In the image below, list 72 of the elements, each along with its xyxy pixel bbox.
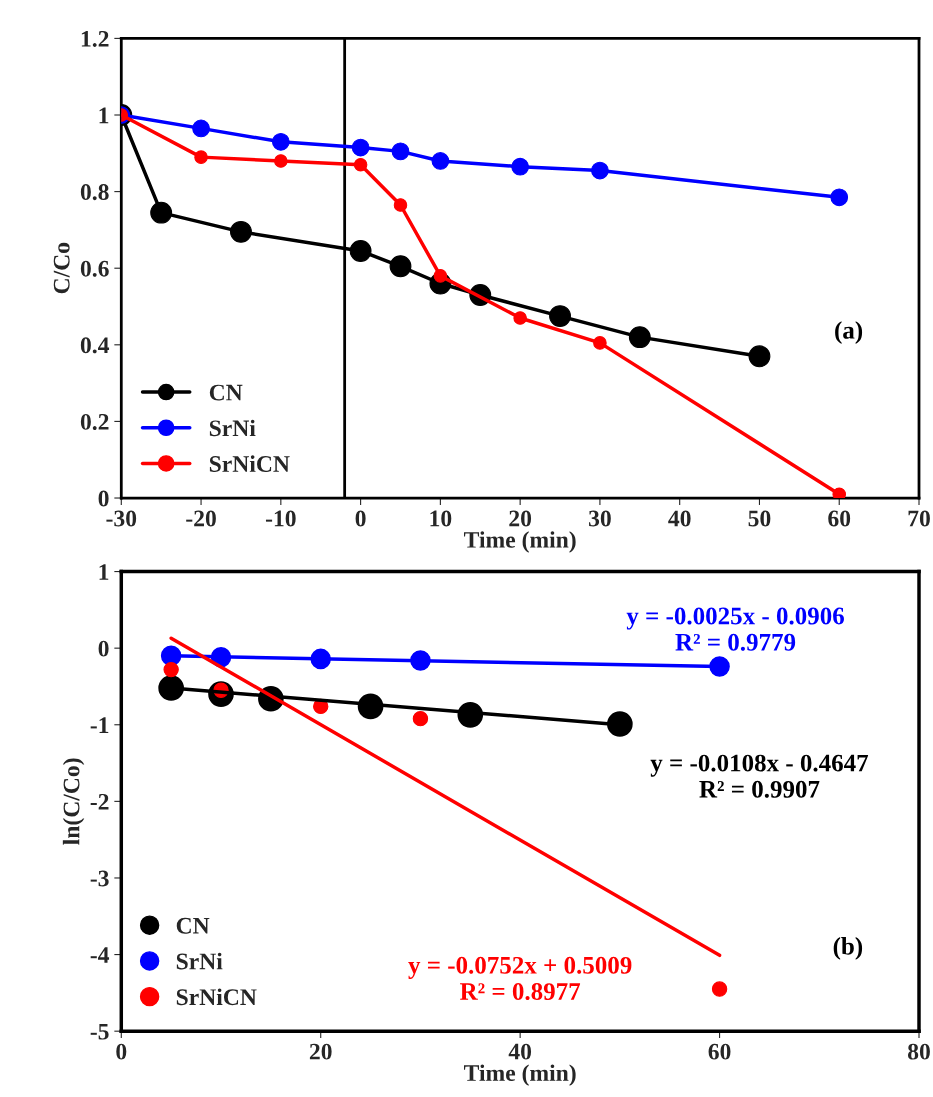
y-tick-label: 1 [99,107,109,124]
point [393,198,408,212]
y-tick-label: -4 [90,947,110,963]
x-tick-label: 80 [907,1043,930,1060]
point [274,154,288,168]
point [513,311,527,325]
x-axis-title: Time (min) [464,531,576,553]
y-tick-label: 1.2 [81,30,109,47]
point [412,710,429,727]
annotation: (b) [833,937,863,960]
point [163,661,179,678]
x-tick-label: 30 [589,510,611,527]
x-tick-label: 20 [509,510,532,527]
x-tick-label: 40 [508,1043,532,1060]
point [150,201,173,224]
annotation: (a) [835,321,863,344]
point [349,240,372,262]
legend-label: CN [209,384,243,401]
x-tick-label: 60 [828,510,851,527]
legend-label: SrNiCN [176,988,257,1006]
point [194,150,208,164]
y-tick-label: 1 [99,564,109,580]
point [351,138,370,157]
point [433,269,448,283]
point [353,158,368,172]
point [832,487,846,499]
x-tick-label: 20 [309,1043,332,1060]
y-tick-label: 0 [98,640,109,657]
point [431,152,450,170]
point [748,345,771,368]
y-tick-label: 0.2 [80,413,109,430]
x-tick-label: 0 [116,1043,127,1060]
point [391,142,410,161]
x-tick-label: 50 [748,510,771,527]
x-tick-label: 60 [708,1043,731,1060]
point [607,711,633,737]
x-axis-title: Time (min) [464,1064,576,1086]
y-tick-label: 0 [98,490,109,507]
x-tick-label: -20 [186,510,216,527]
x-tick-label: 40 [668,510,691,527]
point [230,220,252,243]
point [593,336,607,350]
y-tick-label: -1 [90,717,109,733]
x-tick-label: -10 [265,510,296,527]
legend-label: SrNi [176,952,223,970]
annotation: y = -0.0025x - 0.0906 R² = 0.9779 [626,607,844,651]
point [389,255,412,278]
point [511,157,529,176]
legend-label: SrNiCN [209,455,290,472]
point [628,326,651,349]
point [591,161,609,180]
y-axis-title: ln(C/Co) [62,758,85,845]
y-tick-label: 0.4 [80,337,110,354]
y-axis-title: C/Co [53,242,70,294]
y-tick-label: -5 [90,1023,109,1040]
point [271,132,290,151]
annotation: y = -0.0108x - 0.4647 R² = 0.9907 [650,754,869,798]
y-tick-label: -3 [90,870,109,887]
point [830,188,849,207]
y-tick-label: 0.6 [80,260,109,277]
x-tick-label: 0 [355,510,366,527]
x-tick-label: 70 [908,510,930,527]
y-tick-label: -2 [90,793,109,810]
x-tick-label: 10 [430,510,452,527]
point [192,119,210,138]
point [711,981,728,997]
legend-label: CN [176,917,210,934]
y-tick-label: 0.8 [80,184,109,201]
legend-label: SrNi [209,419,256,437]
annotation: y = -0.0752x + 0.5009 R² = 0.8977 [408,956,632,1001]
x-tick-label: -30 [106,510,137,527]
point [549,305,571,328]
